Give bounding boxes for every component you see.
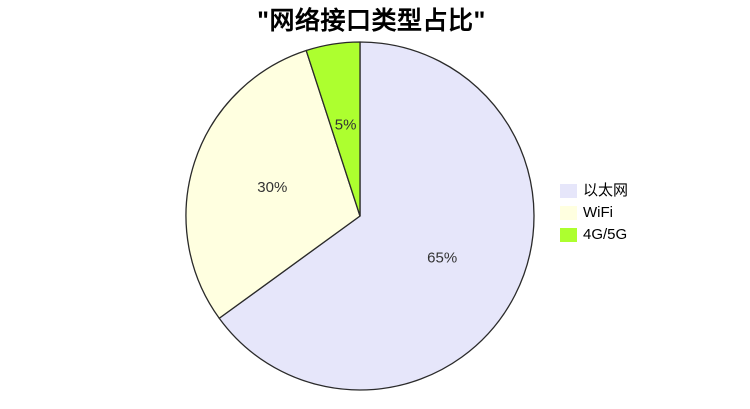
slice-percent-label: 5% bbox=[335, 116, 357, 133]
slice-percent-label: 65% bbox=[427, 249, 457, 266]
slice-percent-label: 30% bbox=[257, 179, 287, 196]
legend: 以太网 WiFi 4G/5G bbox=[560, 182, 629, 243]
legend-swatch bbox=[560, 228, 577, 242]
pie-slice-以太网 bbox=[218, 41, 535, 391]
pie-slice-WiFi bbox=[185, 49, 361, 319]
legend-item-4G/5G: 4G/5G bbox=[560, 226, 628, 243]
legend-label: 4G/5G bbox=[583, 226, 628, 243]
legend-item-以太网: 以太网 bbox=[560, 182, 629, 199]
pie-slice-4G/5G bbox=[305, 41, 361, 217]
chart-title: "网络接口类型占比" bbox=[257, 7, 486, 35]
legend-swatch bbox=[560, 206, 577, 220]
legend-label: 以太网 bbox=[583, 182, 629, 199]
legend-label: WiFi bbox=[583, 204, 613, 221]
legend-item-WiFi: WiFi bbox=[560, 204, 628, 221]
legend-swatch bbox=[560, 184, 577, 198]
